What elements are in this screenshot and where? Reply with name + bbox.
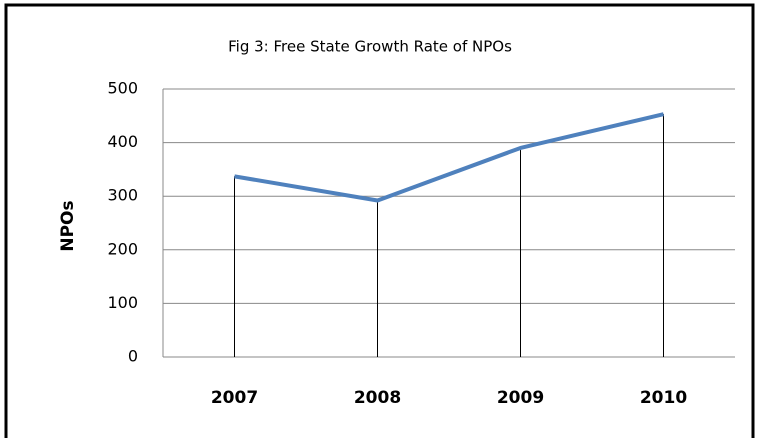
y-axis-label: NPOs: [58, 200, 78, 251]
chart-border: [4, 3, 755, 438]
x-tick-label: 2007: [211, 388, 258, 408]
y-tick-label: 400: [107, 132, 138, 151]
line-series: [234, 112, 664, 203]
y-tick-label: 300: [107, 186, 138, 205]
y-tick-label: 200: [107, 239, 138, 258]
y-tick-label: 0: [128, 347, 138, 366]
x-tick-label: 2010: [640, 388, 687, 408]
x-tick-label: 2009: [497, 388, 544, 408]
x-tick-label: 2008: [354, 388, 401, 408]
y-tick-label: 500: [107, 79, 138, 98]
chart-title: Fig 3: Free State Growth Rate of NPOs: [228, 38, 512, 56]
y-tick-label: 100: [107, 293, 138, 312]
